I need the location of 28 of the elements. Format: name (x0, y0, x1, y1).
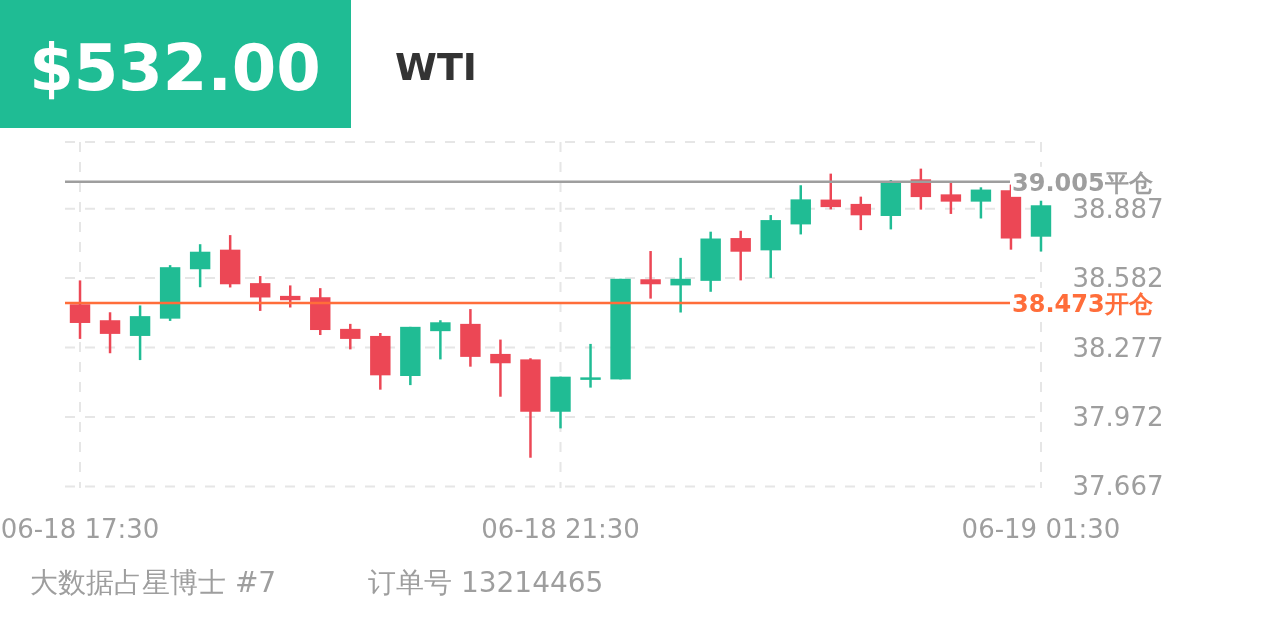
candlestick (730, 229, 751, 282)
ref-line-label: 38.473开仓 (1012, 289, 1154, 318)
y-tick-label: 37.667 (1072, 471, 1164, 502)
candlestick (580, 342, 601, 389)
candlestick (970, 186, 992, 220)
chart-title: WTI (395, 45, 477, 89)
y-tick-label: 37.972 (1072, 401, 1164, 432)
candlestick (340, 322, 361, 351)
candlestick (940, 181, 962, 216)
candlestick (249, 274, 271, 313)
candlestick (99, 311, 121, 355)
candlestick (69, 279, 91, 341)
candlestick (430, 318, 451, 361)
x-tick-label: 06-18 21:30 (481, 514, 640, 544)
x-tick-label: 06-19 01:30 (961, 514, 1121, 544)
text: 订单号 13214465 (368, 566, 604, 599)
candlestick (640, 249, 661, 300)
candlestick (129, 304, 151, 362)
text: 大数据占星博士 #7 (30, 566, 277, 599)
candlestick (490, 338, 511, 398)
candlestick (850, 195, 872, 232)
text: $532.00 (29, 31, 321, 105)
candlestick (280, 284, 301, 309)
x-tick-label: 06-18 17:30 (0, 514, 160, 544)
candlestick (670, 256, 691, 314)
y-tick-label: 38.277 (1072, 332, 1164, 363)
candlestick (189, 242, 211, 289)
candlestick (820, 172, 841, 211)
